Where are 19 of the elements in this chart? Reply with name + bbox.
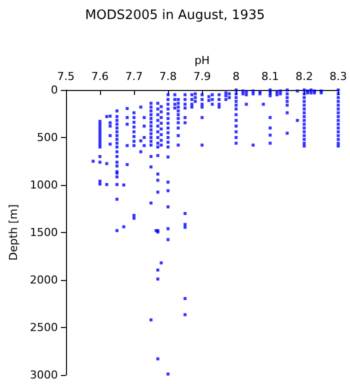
x-tick-label: 7.8 <box>159 70 177 83</box>
y-tick-label: 0 <box>50 84 58 96</box>
x-tick-label: 7.6 <box>91 70 109 83</box>
y-axis-title: Depth [m] <box>7 204 20 261</box>
y-tick-label: 500 <box>36 131 58 144</box>
x-tick-label: 7.9 <box>193 70 211 83</box>
x-tick-label: 8.2 <box>295 70 313 83</box>
x-tick-label: 8.3 <box>330 70 348 83</box>
x-tick-label: 8.1 <box>261 70 279 83</box>
y-tick-label: 1500 <box>30 226 58 239</box>
y-tick-label: 2500 <box>30 321 58 334</box>
x-tick-label: 7.5 <box>57 70 75 83</box>
x-tick-label: 7.7 <box>125 70 143 83</box>
x-axis-title: pH <box>194 54 210 68</box>
y-tick-label: 3000 <box>30 368 58 382</box>
chart-title: MODS2005 in August, 1935 <box>85 8 265 23</box>
y-tick-label: 2000 <box>30 274 58 286</box>
x-tick-label: 8 <box>232 70 240 83</box>
y-tick-label: 1000 <box>30 178 58 192</box>
